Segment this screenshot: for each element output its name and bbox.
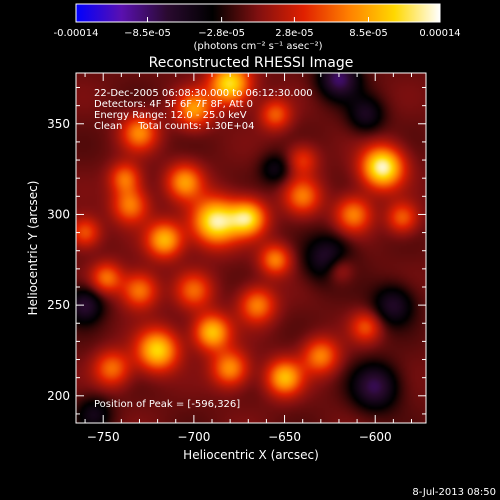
y-tick-label: 200 [47,389,70,403]
heatmap-image [76,73,426,423]
x-axis-label: Heliocentric X (arcsec) [183,448,319,462]
y-tick-label: 250 [47,298,70,312]
plot-frame [75,72,427,424]
y-axis-ticks: 200 250 300 350 [47,87,426,415]
colorbar-tick-label: 0.00014 [419,28,460,39]
colorbar-tick-label: -0.00014 [54,28,99,39]
x-tick-label: −650 [268,430,301,444]
annotation-time-range: 22-Dec-2005 06:08:30.000 to 06:12:30.000 [94,88,313,99]
footer-date: 8-Jul-2013 08:50 [412,487,496,498]
colorbar: -0.00014 −8.5e-05 −2.8e-05 2.8e-05 8.5e-05 0.… [54,3,461,52]
annotation-detectors: Detectors: 4F 5F 6F 7F 8F, Att 0 [94,99,253,110]
colorbar-tick-label: 8.5e-05 [349,28,387,39]
x-tick-label: −600 [359,430,392,444]
colorbar-bar [75,3,441,23]
y-axis-label: Heliocentric Y (arcsec) [26,181,40,316]
colorbar-ticks: -0.00014 −8.5e-05 −2.8e-05 2.8e-05 8.5e-05 0.… [54,17,461,39]
annotation-energy-range: Energy Range: 12.0 - 25.0 keV [94,110,247,121]
image-area [76,73,426,423]
colorbar-unit-label: (photons cm⁻² s⁻¹ asec⁻²) [193,41,322,52]
colorbar-tick-label: 2.8e-05 [275,28,313,39]
y-tick-label: 300 [47,207,70,221]
peak-position-label: Position of Peak = [-596,326] [94,399,240,410]
colorbar-tick-label: −8.5e-05 [124,28,171,39]
x-tick-label: −700 [177,430,210,444]
annotation-clean-counts: Clean Total counts: 1.30E+04 [94,121,254,132]
chart-title: Reconstructed RHESSI Image [149,55,354,71]
x-axis-ticks: −750 −700 −650 −600 [84,73,412,444]
colorbar-tick-label: −2.8e-05 [198,28,245,39]
y-tick-label: 350 [47,117,70,131]
x-tick-label: −750 [87,430,120,444]
annotation-block: 22-Dec-2005 06:08:30.000 to 06:12:30.000… [94,88,313,132]
